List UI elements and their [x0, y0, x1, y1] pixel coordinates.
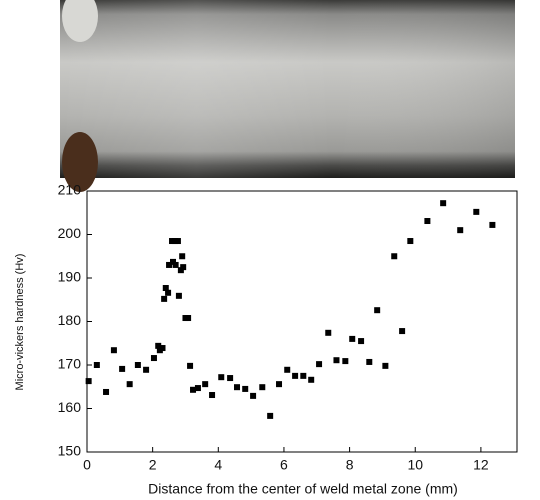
point	[170, 258, 176, 265]
point	[202, 381, 209, 388]
point	[180, 264, 187, 271]
point	[150, 355, 157, 362]
point	[382, 362, 389, 369]
point	[399, 328, 406, 335]
point	[234, 384, 241, 391]
x-tick-label: 0	[83, 457, 91, 473]
point	[250, 392, 257, 399]
point	[358, 338, 365, 345]
point	[325, 329, 332, 336]
point	[166, 261, 173, 268]
point	[342, 358, 349, 365]
point	[190, 386, 197, 393]
y-tick-label: 160	[58, 399, 82, 415]
y-tick-label: 210	[58, 182, 82, 198]
point	[126, 381, 133, 388]
point	[155, 342, 162, 349]
point	[159, 345, 166, 352]
y-tick-label: 190	[58, 269, 82, 285]
point	[165, 289, 172, 296]
y-tick-label: 180	[58, 312, 82, 328]
x-tick-label: 6	[280, 457, 288, 473]
point	[308, 376, 315, 383]
point	[177, 267, 184, 274]
point	[391, 253, 398, 260]
point	[110, 347, 117, 354]
point	[333, 357, 340, 364]
point	[172, 261, 179, 268]
hole-top	[62, 0, 98, 42]
x-tick-label: 10	[407, 457, 423, 473]
point	[185, 315, 192, 322]
y-tick-label: 150	[58, 443, 82, 459]
point	[473, 208, 480, 215]
photo-sheen	[60, 0, 515, 178]
y-tick-label: 170	[58, 356, 82, 372]
point	[161, 295, 168, 302]
point	[267, 412, 274, 419]
x-tick-label: 12	[473, 457, 489, 473]
point	[284, 366, 291, 373]
point	[276, 381, 283, 388]
point	[457, 227, 464, 234]
point	[218, 374, 225, 381]
point	[194, 385, 201, 392]
plot: 150 160 170 180 190 200 210 0 2 4 6 8 10 12	[58, 182, 518, 473]
point	[292, 372, 299, 379]
point	[162, 285, 169, 292]
point	[103, 388, 110, 395]
point	[440, 200, 447, 207]
point	[209, 392, 216, 399]
point	[300, 372, 307, 379]
point	[85, 378, 92, 385]
specimen-photo	[60, 0, 515, 192]
y-tick-label: 200	[58, 225, 82, 241]
x-tick-label: 2	[149, 457, 157, 473]
point	[227, 375, 234, 382]
point	[259, 384, 266, 391]
point	[174, 238, 181, 245]
point	[179, 253, 186, 260]
x-tick-label: 4	[214, 457, 222, 473]
point	[242, 385, 249, 392]
x-tick-label: 8	[346, 457, 354, 473]
plot-frame	[86, 190, 518, 453]
point	[407, 238, 414, 245]
point	[489, 221, 496, 228]
x-axis-title: Distance from the center of weld metal z…	[148, 481, 458, 497]
y-axis-title: Micro-vickers hardness (Hv)	[14, 254, 26, 391]
point	[349, 335, 356, 342]
hole-bottom	[62, 132, 98, 192]
point	[366, 358, 373, 365]
point	[316, 361, 323, 368]
point	[187, 362, 194, 369]
point	[424, 218, 431, 225]
point	[119, 365, 126, 372]
point	[143, 366, 150, 373]
point	[175, 292, 182, 299]
point	[134, 362, 141, 368]
point	[93, 362, 100, 368]
point	[374, 307, 381, 314]
